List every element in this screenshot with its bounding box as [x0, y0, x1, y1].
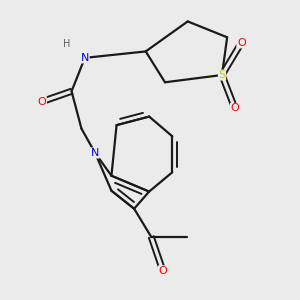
Text: N: N — [91, 148, 99, 158]
Text: O: O — [230, 103, 239, 113]
Text: N: N — [81, 53, 89, 63]
Text: O: O — [38, 97, 46, 106]
Text: O: O — [237, 38, 246, 48]
Text: O: O — [158, 266, 167, 276]
Text: S: S — [218, 70, 226, 80]
Text: H: H — [63, 39, 70, 49]
